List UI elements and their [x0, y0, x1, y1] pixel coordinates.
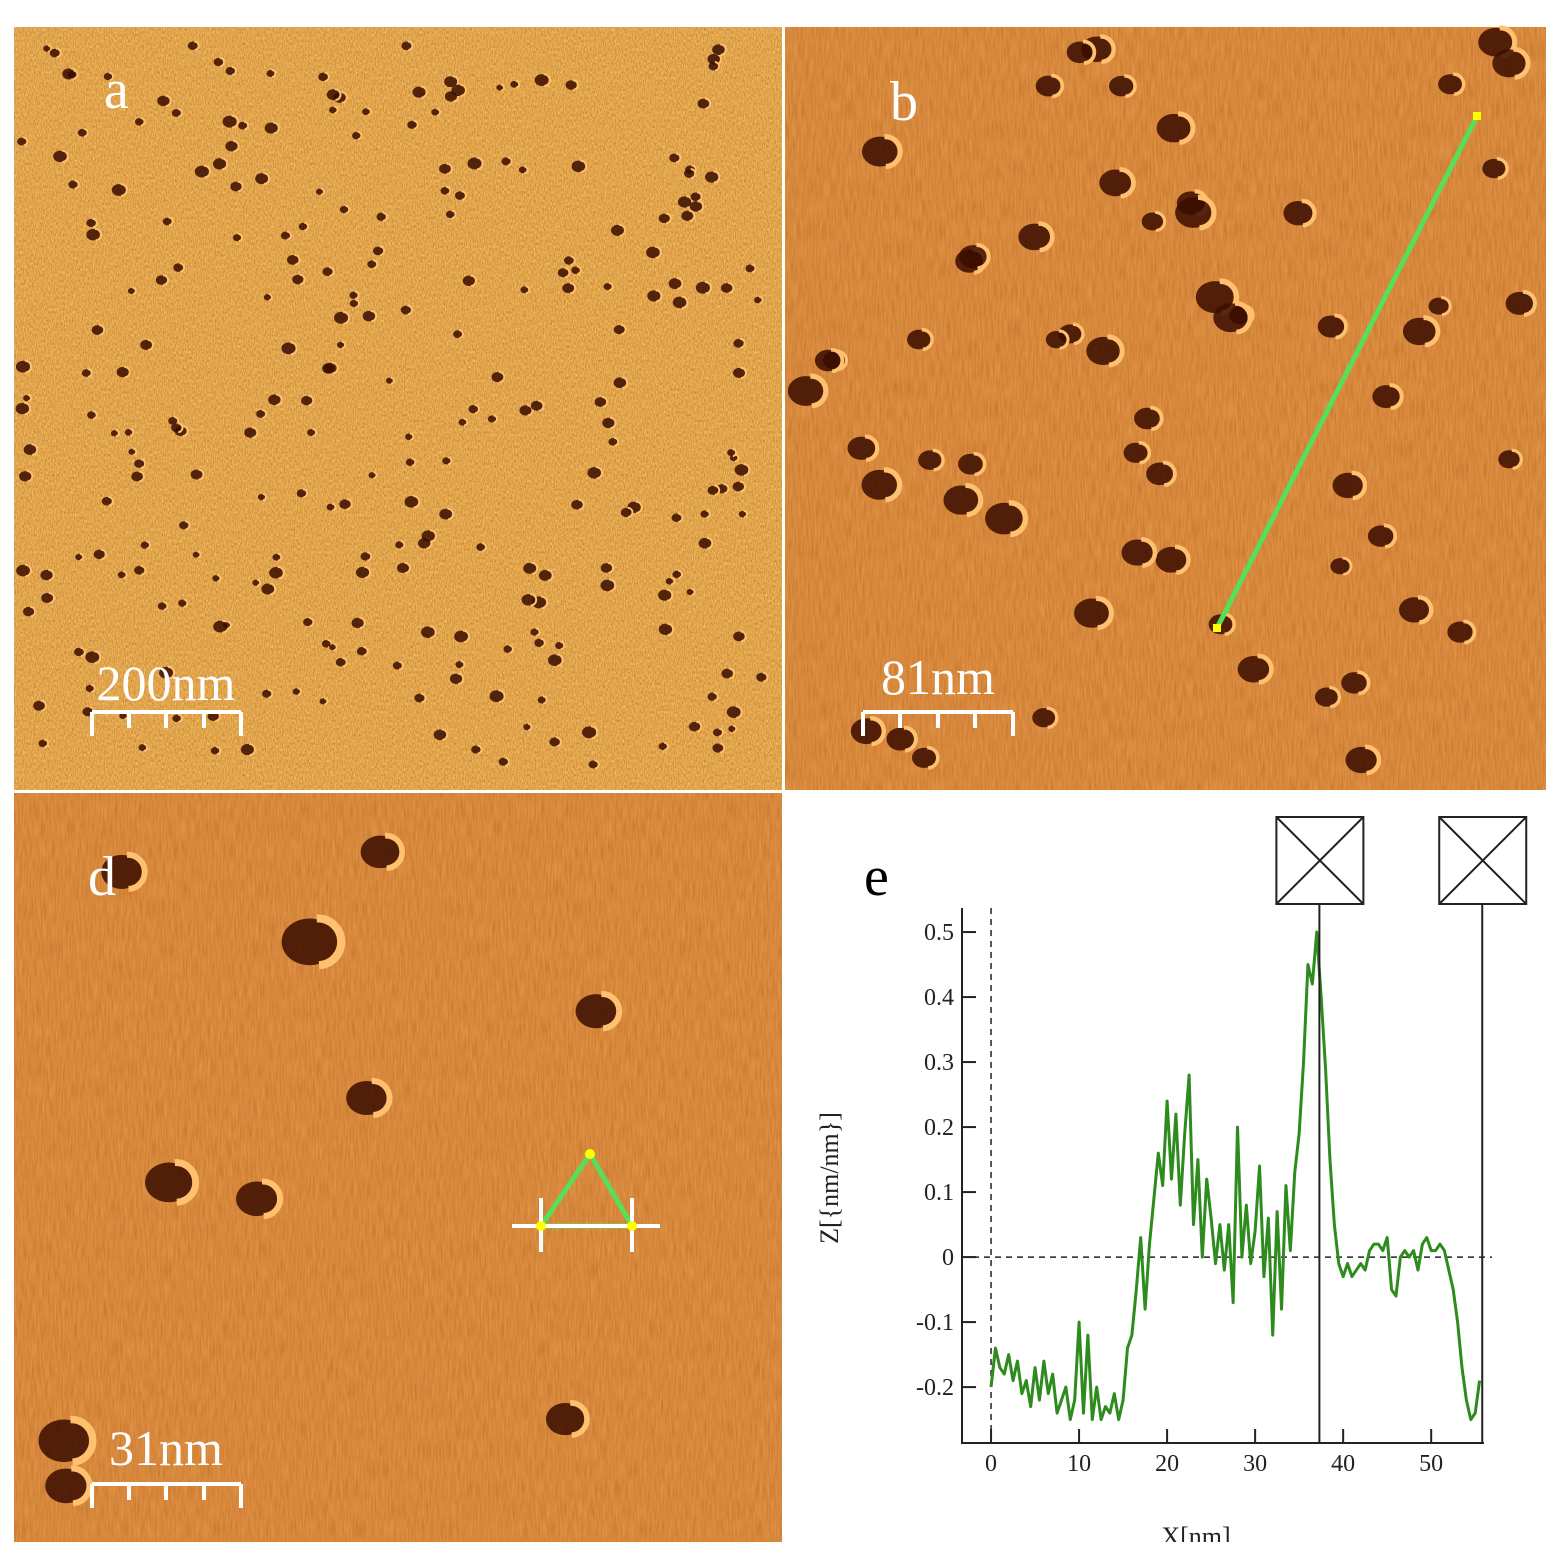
- panel-label: a: [104, 59, 129, 121]
- x-tick-label: 50: [1419, 1451, 1443, 1477]
- x-axis-label: X[nm]: [1161, 1522, 1230, 1542]
- scale-label: 200nm: [97, 655, 236, 711]
- y-tick-label: 0: [942, 1245, 954, 1271]
- y-tick-label: 0.2: [924, 1115, 954, 1141]
- y-tick-label: -0.1: [916, 1310, 954, 1336]
- panel-label: e: [864, 846, 889, 908]
- x-tick-label: 30: [1243, 1451, 1267, 1477]
- panel-label: b: [890, 71, 918, 133]
- scale-label: 31nm: [109, 1420, 223, 1476]
- page: {"panels": [{"label": "a", "scale_bar": …: [0, 0, 1546, 1542]
- x-tick-label: 0: [985, 1451, 997, 1477]
- y-tick-label: 0.4: [924, 985, 954, 1011]
- cursor-handle: [1439, 817, 1526, 904]
- y-tick-label: -0.2: [916, 1375, 954, 1401]
- marker: [1473, 112, 1481, 120]
- y-axis-label: Z[{nm/nm}]: [815, 1112, 844, 1244]
- x-tick-label: 20: [1155, 1451, 1179, 1477]
- cursor-handle: [1276, 817, 1363, 904]
- x-tick-label: 40: [1331, 1451, 1355, 1477]
- scale-label: 81nm: [881, 649, 995, 705]
- y-tick-label: 0.5: [924, 920, 954, 946]
- figure: a b d 200nm 81nm 31nm e X[nm] Z[{nm/nm}]…: [0, 0, 1546, 1542]
- x-tick-label: 10: [1067, 1451, 1091, 1477]
- y-tick-label: 0.3: [924, 1050, 954, 1076]
- y-tick-label: 0.1: [924, 1180, 954, 1206]
- panel-label: d: [88, 846, 116, 908]
- marker: [1213, 624, 1221, 632]
